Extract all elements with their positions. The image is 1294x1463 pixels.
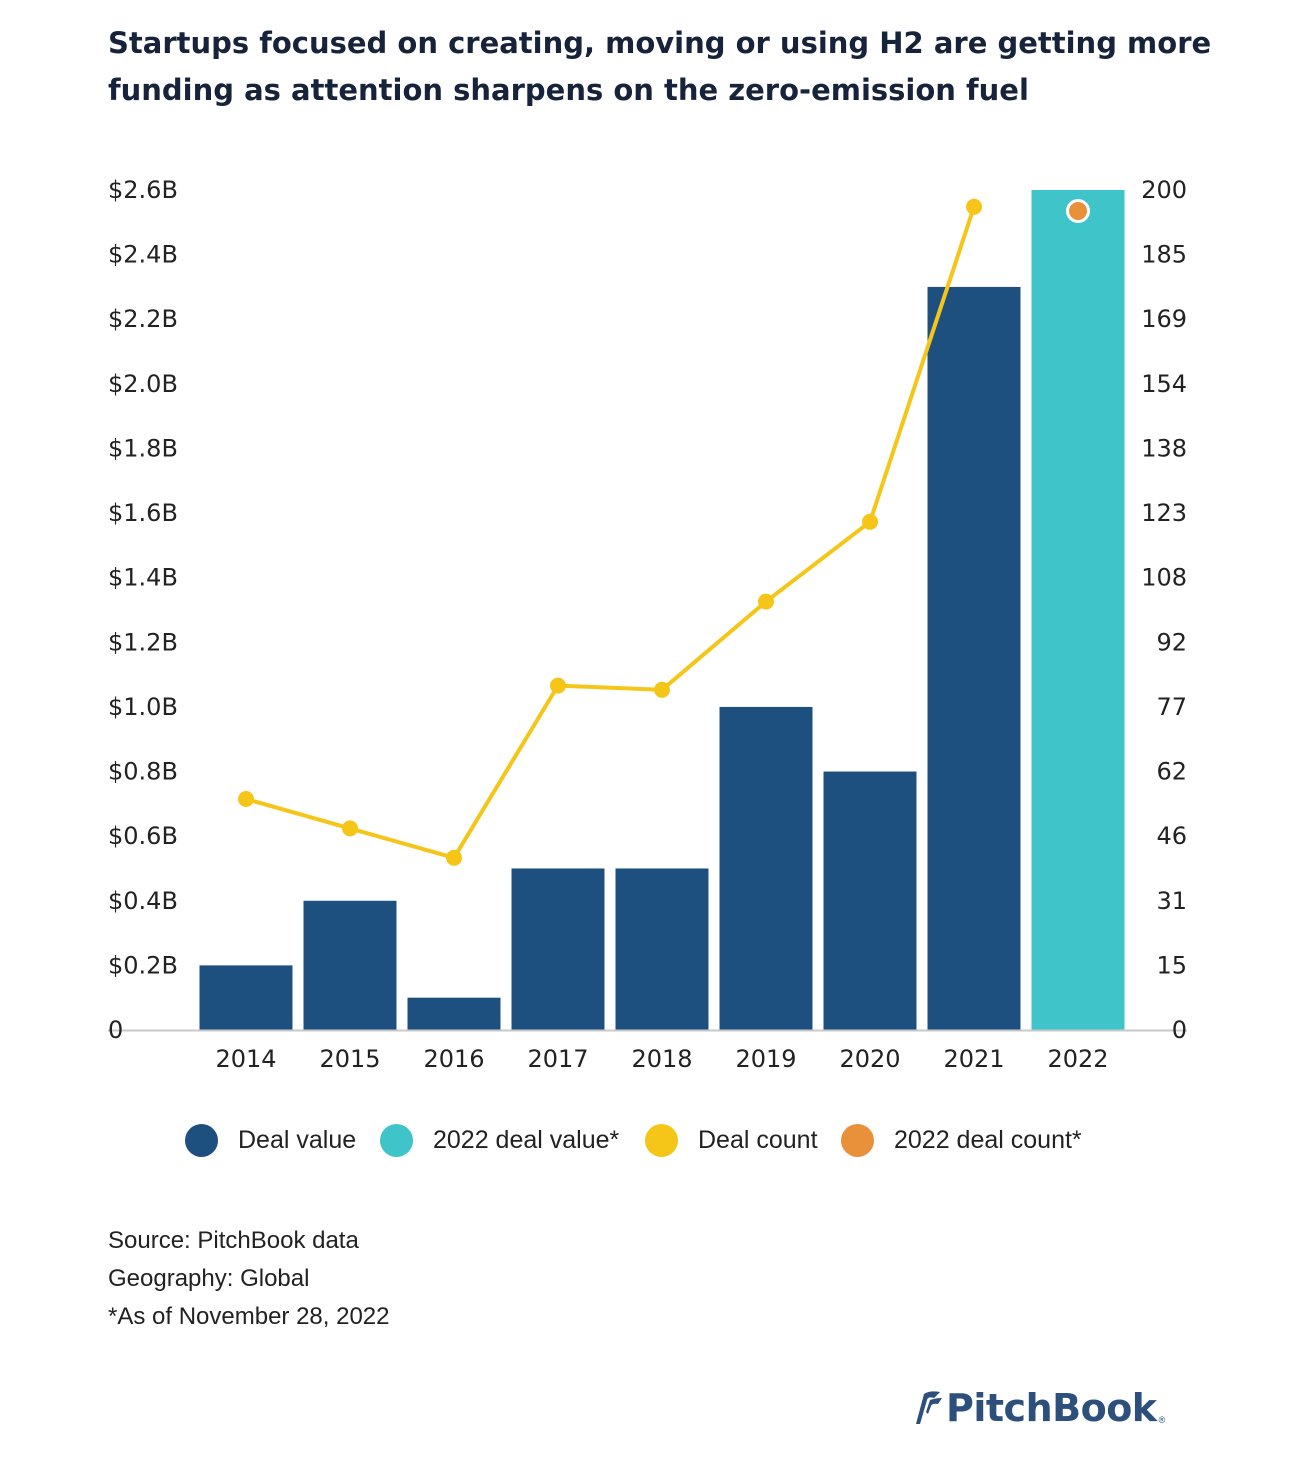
legend-swatch-deal-value (185, 1123, 218, 1157)
y-right-tick-label: 138 (1141, 434, 1187, 462)
deal-count-point-2016 (446, 849, 462, 866)
legend-label-deal-count: Deal count (698, 1125, 818, 1154)
title-line-1: Startups focused on creating, moving or … (108, 26, 1212, 60)
bar-2020 (823, 771, 917, 1030)
deal-count-point-2014 (238, 791, 254, 807)
deal-count-line (245, 206, 976, 860)
y-left-tick-label: $2.2B (108, 305, 178, 333)
legend-item-2022-deal-value: 2022 deal value* (380, 1120, 619, 1160)
y-right-tick-label: 0 (1172, 1016, 1187, 1044)
x-tick-label-2022: 2022 (1047, 1045, 1108, 1073)
x-tick-label-2018: 2018 (631, 1045, 692, 1073)
y-right-tick-label: 185 (1141, 241, 1187, 269)
deal-count-point-2015 (342, 820, 358, 837)
pitchbook-logo: PitchBook ® (910, 1382, 1165, 1434)
deal-count-point-2017 (550, 677, 566, 694)
legend-label-2022-deal-count: 2022 deal count* (894, 1125, 1082, 1154)
pitchbook-logo-icon (916, 1391, 942, 1424)
y-left-tick-label: $1.4B (108, 564, 178, 592)
y-left-tick-label: $1.2B (108, 628, 178, 656)
legend-item-deal-value: Deal value (185, 1120, 356, 1160)
y-right-tick-label: 31 (1156, 887, 1187, 915)
y-left-tick-label: $1.0B (108, 693, 178, 721)
x-tick-label-2016: 2016 (423, 1045, 484, 1073)
title-line-2: funding as attention sharpens on the zer… (108, 73, 1029, 107)
y-left-tick-label: $2.0B (108, 370, 178, 398)
legend-swatch-2022-deal-value (380, 1123, 413, 1157)
y-right-tick-label: 46 (1156, 822, 1187, 850)
legend: Deal value 2022 deal value* Deal count 2… (0, 1120, 1294, 1160)
as-of-note: *As of November 28, 2022 (108, 1303, 390, 1330)
legend-swatch-deal-count (645, 1123, 678, 1157)
y-right-tick-label: 77 (1156, 693, 1187, 721)
bar-2016 (407, 997, 501, 1030)
y-left-tick-label: $0.4B (108, 887, 178, 915)
y-right-tick-label: 62 (1156, 758, 1187, 786)
bar-2021 (927, 286, 1021, 1030)
x-tick-label-2021: 2021 (943, 1045, 1004, 1073)
deal-count-point-2018 (654, 681, 670, 698)
y-left-tick-label: $2.6B (108, 176, 178, 204)
y-right-tick-label: 200 (1141, 176, 1187, 204)
y-left-tick-label: $1.8B (108, 434, 178, 462)
deal-count-point-2021 (966, 198, 982, 215)
deal-count-point-2020 (862, 513, 878, 530)
x-tick-label-2014: 2014 (215, 1045, 276, 1073)
x-tick-label-2020: 2020 (839, 1045, 900, 1073)
y-right-tick-label: 154 (1141, 370, 1187, 398)
bar-2014 (199, 965, 293, 1030)
x-tick-label-2017: 2017 (527, 1045, 588, 1073)
x-tick-label-2019: 2019 (735, 1045, 796, 1073)
bar-2022 (1031, 190, 1125, 1030)
chart-title: Startups focused on creating, moving or … (108, 20, 1212, 114)
deal-count-point-2019 (758, 593, 774, 610)
bar-2017 (511, 868, 605, 1030)
pitchbook-logo-text: PitchBook (946, 1386, 1157, 1430)
geography-note: Geography: Global (108, 1265, 310, 1292)
y-right-tick-label: 15 (1156, 951, 1187, 979)
legend-swatch-2022-deal-count (841, 1123, 874, 1157)
legend-item-2022-deal-count: 2022 deal count* (841, 1120, 1082, 1160)
y-left-tick-label: $2.4B (108, 241, 178, 269)
y-left-tick-label: 0 (108, 1016, 123, 1044)
source-note: Source: PitchBook data (108, 1227, 359, 1254)
y-left-tick-label: $0.8B (108, 758, 178, 786)
legend-label-deal-value: Deal value (238, 1125, 357, 1154)
pitchbook-logo-reg: ® (1158, 1415, 1166, 1425)
bar-2018 (615, 868, 709, 1030)
y-left-tick-label: $0.2B (108, 951, 178, 979)
y-left-tick-label: $1.6B (108, 499, 178, 527)
legend-item-deal-count: Deal count (645, 1120, 818, 1160)
y-right-tick-label: 108 (1141, 564, 1187, 592)
legend-label-2022-deal-value: 2022 deal value* (433, 1125, 620, 1154)
y-right-tick-label: 169 (1141, 305, 1187, 333)
chart-notes: Source: PitchBook data Geography: Global… (108, 1222, 390, 1336)
y-left-tick-label: $0.6B (108, 822, 178, 850)
deal-count-point-2022 (1066, 199, 1090, 223)
y-right-tick-label: 123 (1141, 499, 1187, 527)
y-right-tick-label: 92 (1156, 628, 1187, 656)
bar-2019 (719, 706, 813, 1030)
x-tick-label-2015: 2015 (319, 1045, 380, 1073)
bar-2015 (303, 900, 397, 1030)
